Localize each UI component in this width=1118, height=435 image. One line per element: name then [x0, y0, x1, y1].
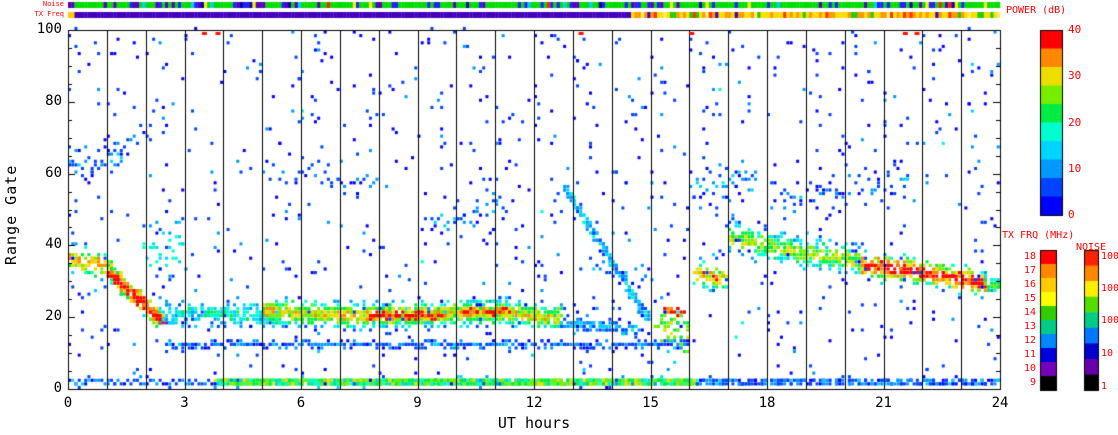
x-tick-label: 3: [180, 395, 189, 411]
noise-tick-label: 100: [1101, 315, 1118, 327]
freq-tick-label: 15: [1023, 293, 1036, 304]
freq-tick-label: 9: [1029, 377, 1036, 388]
freq-tick-label: 11: [1023, 349, 1036, 360]
y-tick-label: 60: [45, 164, 62, 181]
noise-tick-label: 10: [1101, 348, 1114, 360]
y-tick-label: 20: [45, 308, 62, 325]
y-tick-label: 0: [53, 380, 62, 396]
y-tick-label: 40: [45, 236, 62, 253]
noise-tick-label: 10000: [1101, 251, 1118, 262]
noise-strip-label: Noise: [42, 0, 64, 8]
x-tick-label: 12: [525, 395, 543, 411]
power-tick-label: 20: [1068, 115, 1082, 129]
freq-tick-label: 13: [1023, 321, 1036, 332]
power-tick-label: 10: [1068, 161, 1082, 175]
txfreq-strip-label: TX Freq: [34, 10, 64, 18]
freq-tick-label: 10: [1023, 363, 1036, 374]
x-tick-label: 15: [642, 395, 659, 411]
freq-tick-label: 14: [1023, 307, 1036, 318]
power-tick-label: 40: [1068, 23, 1082, 36]
x-tick-label: 9: [413, 395, 422, 411]
freq-colorbar-title: TX FRQ (MHz): [1002, 230, 1075, 241]
freq-tick-label: 17: [1023, 265, 1036, 276]
power-tick-label: 0: [1068, 208, 1075, 221]
freq-tick-label: 18: [1023, 251, 1036, 262]
x-axis-title: UT hours: [497, 414, 571, 432]
x-tick-label: 21: [875, 395, 892, 411]
noise-colorbar-title: NOISE: [1076, 242, 1107, 253]
x-tick-label: 24: [991, 395, 1009, 411]
y-tick-label: 100: [36, 21, 62, 37]
power-colorbar-title: POWER (dB): [1006, 5, 1067, 16]
x-tick-label: 0: [63, 395, 73, 411]
noise-tick-label: 1000: [1101, 283, 1118, 295]
freq-tick-label: 16: [1023, 279, 1036, 290]
x-tick-label: 6: [296, 395, 306, 411]
x-tick-label: 18: [758, 395, 776, 411]
power-tick-label: 30: [1068, 69, 1082, 83]
noise-tick-label: 1: [1101, 380, 1108, 392]
freq-tick-label: 12: [1023, 335, 1036, 346]
y-axis-title: Range Gate: [2, 164, 20, 266]
y-tick-label: 80: [45, 92, 62, 109]
